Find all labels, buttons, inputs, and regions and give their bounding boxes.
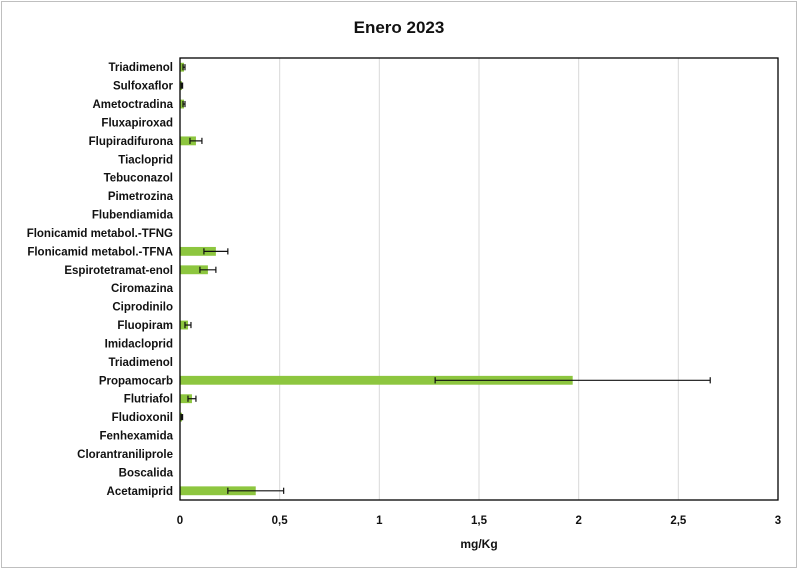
chart-title: Enero 2023 xyxy=(354,18,445,37)
category-label: Ciprodinilo xyxy=(112,302,173,314)
x-tick-label: 2 xyxy=(575,515,581,527)
bar xyxy=(180,375,573,385)
grid-lines xyxy=(279,58,679,500)
category-label: Espirotetramat-enol xyxy=(64,265,173,277)
category-label: Clorantraniliprole xyxy=(77,449,173,461)
bar xyxy=(180,62,184,72)
category-label: Imidacloprid xyxy=(105,338,173,350)
category-label: Flonicamid metabol.-TFNA xyxy=(27,246,173,258)
category-label: Triadimenol xyxy=(108,357,173,369)
bar xyxy=(180,265,208,275)
category-label: Flonicamid metabol.-TFNG xyxy=(27,228,173,240)
category-label: Fenhexamida xyxy=(100,431,174,443)
category-label: Flutriafol xyxy=(124,394,173,406)
x-tick-label: 0,5 xyxy=(272,515,289,527)
category-label: Sulfoxaflor xyxy=(113,81,174,93)
category-label: Propamocarb xyxy=(99,375,173,387)
category-label: Fludioxonil xyxy=(112,412,173,424)
bar xyxy=(180,136,196,146)
x-axis-title: mg/Kg xyxy=(460,537,497,551)
bars xyxy=(180,62,573,496)
x-tick-label: 0 xyxy=(177,515,183,527)
category-label: Ciromazina xyxy=(111,283,174,295)
x-tick-label: 3 xyxy=(775,515,781,527)
category-label: Tebuconazol xyxy=(104,173,173,185)
category-label: Ametoctradina xyxy=(92,99,173,111)
bar xyxy=(180,246,216,256)
category-label: Triadimenol xyxy=(108,62,173,74)
category-label: Fluxapiroxad xyxy=(101,117,173,129)
category-label: Acetamiprid xyxy=(107,486,173,498)
category-label: Fluopiram xyxy=(117,320,173,332)
bar xyxy=(180,99,184,109)
bar xyxy=(180,320,188,330)
category-labels: Triadimenol Sulfoxaflor Ametoctradina Fluxa… xyxy=(27,62,174,498)
bar xyxy=(180,394,192,404)
category-label: Tiacloprid xyxy=(118,154,173,166)
category-label: Boscalida xyxy=(119,467,174,479)
category-label: Pimetrozina xyxy=(108,191,174,203)
error-bars xyxy=(180,64,711,494)
category-label: Flupiradifurona xyxy=(89,136,174,148)
x-tick-label: 1,5 xyxy=(471,515,488,527)
x-tick-label: 1 xyxy=(376,515,383,527)
x-tick-label: 2,5 xyxy=(670,515,687,527)
x-tick-labels: 0 0,5 1 1,5 2 2,5 3 xyxy=(177,515,781,527)
category-label: Flubendiamida xyxy=(92,210,174,222)
plot-area xyxy=(179,57,779,501)
bar xyxy=(180,486,256,496)
